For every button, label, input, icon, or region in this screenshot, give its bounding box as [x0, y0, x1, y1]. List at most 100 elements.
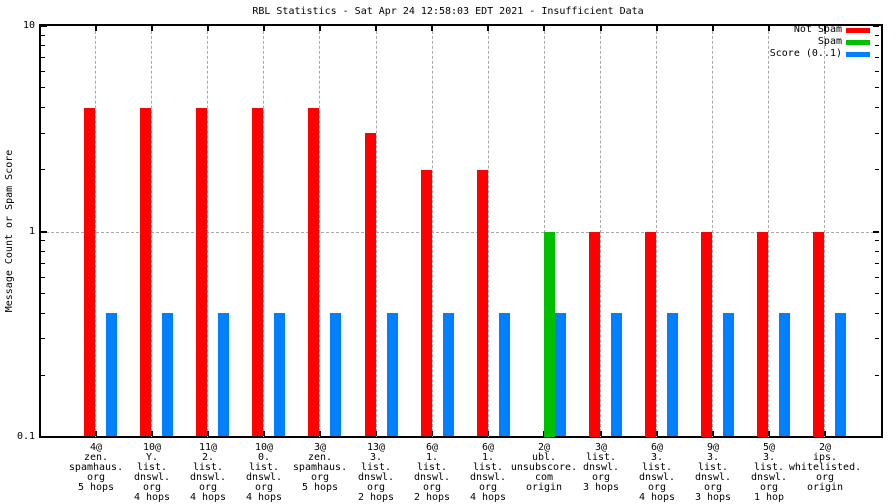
y-tick-minor-left — [41, 293, 45, 294]
bar-not-spam-1 — [84, 108, 95, 436]
plot-border — [39, 24, 883, 438]
bar-spam-9 — [544, 232, 555, 437]
x-label-11: 6@ 3. list. dnswl. org 4 hops — [638, 442, 676, 503]
y-tick-minor-right — [875, 338, 879, 339]
bar-score-0-1-9 — [555, 313, 566, 436]
x-tick-top — [656, 26, 658, 31]
gridline-vertical — [824, 26, 825, 437]
x-tick-top — [487, 26, 489, 31]
legend-label-spam: Spam — [817, 36, 842, 47]
y-tick-minor-right — [875, 45, 879, 46]
y-tick-minor-right — [875, 133, 879, 134]
x-tick-top — [543, 26, 545, 31]
gridline-vertical — [376, 26, 377, 437]
gridline-vertical — [712, 26, 713, 437]
bar-score-0-1-12 — [723, 313, 734, 436]
y-tick-minor-right — [875, 107, 879, 108]
x-tick-bottom — [151, 431, 153, 436]
y-tick-minor-left — [41, 169, 45, 170]
bar-score-0-1-14 — [835, 313, 846, 436]
y-tick-minor-right — [875, 293, 879, 294]
y-tick-minor-right — [875, 169, 879, 170]
bar-score-0-1-7 — [443, 313, 454, 436]
y-tick-minor-left — [41, 35, 45, 36]
legend: Not Spam Spam Score (0..1) — [642, 24, 874, 60]
legend-item-spam: Spam — [642, 36, 874, 48]
x-label-13: 5@ 3. list. dnswl. org 1 hop — [750, 442, 788, 503]
x-tick-bottom — [600, 431, 602, 436]
y-tick-label-0.1: 0.1 — [16, 431, 35, 442]
bar-not-spam-12 — [701, 232, 712, 437]
gridline-vertical — [768, 26, 769, 437]
x-tick-bottom — [768, 431, 770, 436]
gridline-vertical — [600, 26, 601, 437]
x-tick-top — [151, 26, 153, 31]
y-tick-major-left — [41, 231, 47, 233]
x-tick-top — [712, 26, 714, 31]
x-tick-top — [95, 26, 97, 31]
bar-not-spam-4 — [252, 108, 263, 436]
x-tick-top — [319, 26, 321, 31]
bar-score-0-1-1 — [106, 313, 117, 436]
x-label-10: 3@ list. dnswl. org 3 hops — [582, 442, 620, 493]
y-tick-minor-left — [41, 45, 45, 46]
y-tick-minor-left — [41, 240, 45, 241]
bar-not-spam-5 — [308, 108, 319, 436]
bar-score-0-1-11 — [667, 313, 678, 436]
x-tick-bottom — [319, 431, 321, 436]
x-tick-bottom — [263, 431, 265, 436]
y-tick-major-right — [873, 436, 879, 438]
bar-score-0-1-5 — [330, 313, 341, 436]
y-tick-major-left — [41, 436, 47, 438]
y-tick-minor-right — [875, 240, 879, 241]
x-label-6: 13@ 3. list. dnswl. org 2 hops — [357, 442, 395, 503]
x-tick-bottom — [431, 431, 433, 436]
x-label-8: 6@ 1. list. dnswl. org 4 hops — [469, 442, 507, 503]
x-tick-bottom — [487, 431, 489, 436]
legend-item-score: Score (0..1) — [642, 48, 874, 60]
bar-score-0-1-10 — [611, 313, 622, 436]
bar-score-0-1-13 — [779, 313, 790, 436]
gridline-vertical — [544, 26, 545, 437]
gridline-y1 — [41, 232, 879, 233]
y-tick-minor-right — [875, 71, 879, 72]
legend-swatch-spam — [846, 39, 870, 45]
y-tick-minor-left — [41, 251, 45, 252]
x-tick-bottom — [375, 431, 377, 436]
y-tick-minor-left — [41, 277, 45, 278]
gridline-vertical — [432, 26, 433, 437]
x-label-12: 9@ 3. list. dnswl. org 3 hops — [694, 442, 732, 503]
bar-not-spam-3 — [196, 108, 207, 436]
y-tick-minor-left — [41, 375, 45, 376]
x-tick-top — [263, 26, 265, 31]
y-tick-minor-right — [875, 87, 879, 88]
y-tick-label-1: 1 — [28, 226, 35, 237]
x-tick-bottom — [712, 431, 714, 436]
x-tick-top — [600, 26, 602, 31]
y-tick-minor-left — [41, 338, 45, 339]
legend-swatch-score — [846, 51, 870, 57]
bar-not-spam-14 — [813, 232, 824, 437]
bar-score-0-1-6 — [387, 313, 398, 436]
legend-item-not-spam: Not Spam — [642, 24, 874, 36]
bar-score-0-1-3 — [218, 313, 229, 436]
x-label-9: 2@ ubl. unsubscore. com origin — [510, 442, 578, 493]
x-tick-top — [207, 26, 209, 31]
gridline-vertical — [151, 26, 152, 437]
gridline-vertical — [207, 26, 208, 437]
bar-not-spam-2 — [140, 108, 151, 436]
x-label-7: 6@ 1. list. dnswl. org 2 hops — [413, 442, 451, 503]
legend-label-score: Score (0..1) — [769, 48, 842, 59]
y-tick-label-10: 10 — [22, 20, 35, 31]
legend-label-not-spam: Not Spam — [793, 24, 842, 35]
x-label-5: 3@ zen. spamhaus. org 5 hops — [292, 442, 348, 493]
y-tick-minor-right — [875, 375, 879, 376]
chart-title: RBL Statistics - Sat Apr 24 12:58:03 EDT… — [252, 6, 644, 17]
legend-swatch-not-spam — [846, 27, 870, 33]
x-tick-top — [768, 26, 770, 31]
bar-not-spam-8 — [477, 170, 488, 436]
y-tick-major-right — [873, 25, 879, 27]
bar-score-0-1-4 — [274, 313, 285, 436]
x-tick-bottom — [656, 431, 658, 436]
